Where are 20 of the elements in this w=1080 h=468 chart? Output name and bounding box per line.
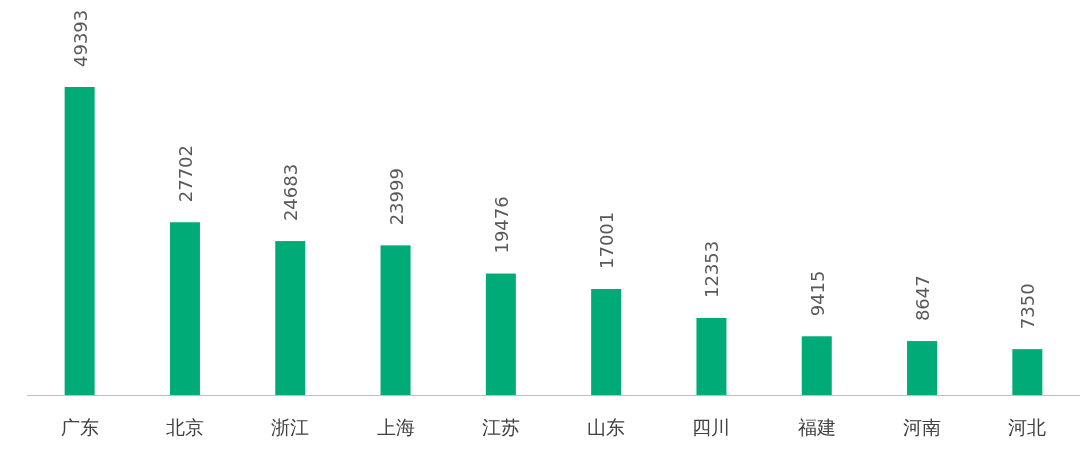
data-label: 7350: [1017, 283, 1039, 330]
x-tick-label: 福建: [797, 416, 836, 438]
data-label: 12353: [701, 240, 723, 298]
x-tick-label: 四川: [692, 416, 731, 438]
data-label: 9415: [806, 270, 828, 317]
x-tick-label: 浙江: [271, 416, 310, 438]
data-label: 8647: [912, 275, 934, 322]
x-tick-label: 山东: [587, 416, 626, 438]
x-tick-label: 河北: [1008, 416, 1047, 438]
x-tick-label: 河南: [903, 416, 942, 438]
data-label: 19476: [490, 196, 512, 254]
x-tick-label: 北京: [165, 416, 204, 438]
data-label: 23999: [385, 168, 407, 226]
data-label: 24683: [280, 163, 302, 222]
data-label: 49393: [69, 9, 91, 67]
data-label: 17001: [596, 211, 618, 269]
data-label: 27702: [174, 144, 196, 203]
x-tick-label: 上海: [376, 416, 415, 438]
x-tick-label: 广东: [60, 416, 99, 438]
x-tick-label: 江苏: [481, 416, 520, 438]
